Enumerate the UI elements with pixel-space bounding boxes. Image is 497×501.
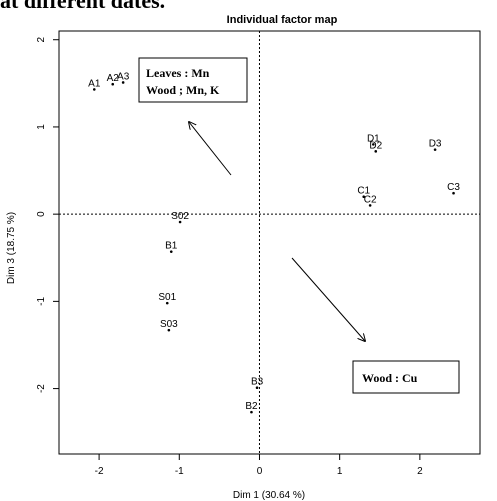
y-tick-label: -2 (36, 384, 47, 393)
data-point-s02 (178, 220, 182, 224)
point-label-s03: S03 (160, 319, 178, 330)
x-axis: -2 -1 0 1 2 (95, 454, 423, 477)
point-label-b3: B3 (251, 377, 264, 388)
data-point-a3 (121, 81, 125, 84)
point-label-d2: D2 (369, 140, 382, 151)
annotation-box-leaves-wood (138, 57, 248, 103)
arrow-up-left (189, 122, 232, 176)
x-tick-label: -1 (175, 466, 184, 477)
point-label-a1: A1 (88, 78, 101, 89)
figure-caption: at different dates. (0, 0, 166, 13)
data-point-d3 (433, 148, 437, 151)
data-point-s03 (167, 328, 171, 332)
data-point-b3 (255, 386, 259, 390)
data-point-s01 (165, 301, 169, 305)
y-axis-label: Dim 3 (18.75 %) (6, 212, 17, 284)
point-label-c1: C1 (357, 186, 370, 197)
reference-lines (59, 31, 480, 454)
y-tick-label: 0 (36, 211, 47, 217)
y-tick-label: 1 (36, 124, 47, 130)
annotation-wood-mn-k: Wood ; Mn, K (146, 83, 220, 97)
y-tick-label: 2 (36, 37, 47, 43)
annotation-wood-cu: Wood : Cu (362, 371, 418, 385)
x-axis-label: Dim 1 (30.64 %) (233, 490, 305, 501)
arrow-down-right (291, 257, 365, 341)
x-tick-label: 1 (337, 466, 343, 477)
data-point-d2 (374, 150, 378, 153)
data-point-a1 (92, 88, 96, 91)
data-point-c1 (362, 195, 366, 199)
data-point-a2 (111, 82, 115, 86)
data-point-b2 (250, 410, 253, 414)
x-tick-label: -2 (95, 466, 104, 477)
point-label-b1: B1 (165, 241, 178, 252)
plot-frame (58, 30, 481, 455)
point-label-s02: S02 (171, 211, 189, 222)
annotation-box-wood-cu (352, 360, 460, 394)
data-point-c2 (368, 204, 372, 207)
x-tick-label: 0 (257, 466, 263, 477)
point-label-c3: C3 (447, 182, 460, 193)
annotation-leaves: Leaves : Mn (146, 66, 210, 80)
x-tick-label: 2 (417, 466, 423, 477)
y-axis: -2 -1 0 1 2 (36, 37, 59, 393)
data-point-b1 (169, 250, 173, 253)
data-point-d1 (372, 143, 375, 146)
point-label-a2: A2 (107, 73, 120, 84)
point-label-b2: B2 (245, 401, 258, 412)
point-label-a3: A3 (117, 71, 130, 82)
y-tick-label: -1 (36, 296, 47, 305)
point-label-d1: D1 (367, 133, 380, 144)
chart-title: Individual factor map (227, 14, 338, 26)
point-label-c2: C2 (364, 194, 377, 205)
point-label-d3: D3 (429, 139, 442, 150)
data-point-c3 (452, 191, 455, 195)
point-label-s01: S01 (158, 292, 176, 303)
